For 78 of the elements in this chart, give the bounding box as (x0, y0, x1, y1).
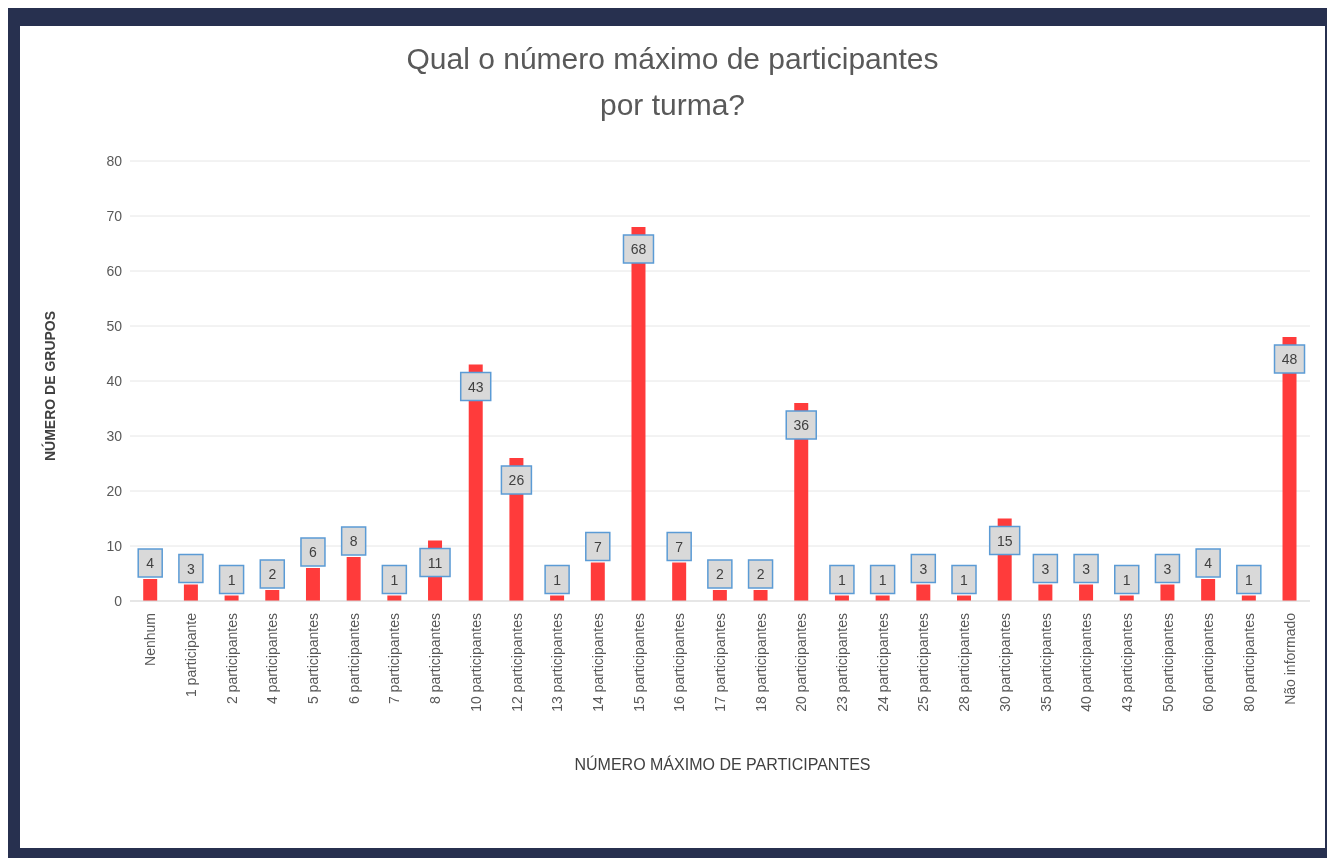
x-tick-label: 15 participantes (630, 613, 647, 712)
x-axis-title: NÚMERO MÁXIMO DE PARTICIPANTES (573, 756, 872, 774)
data-label: 3 (919, 560, 928, 577)
bar (1038, 584, 1053, 601)
y-tick-label: 50 (106, 317, 123, 334)
data-label: 2 (756, 566, 765, 582)
x-tick-label: 7 participantes (386, 613, 403, 705)
x-tick-label: 35 participantes (1037, 613, 1054, 712)
y-tick-label: 20 (106, 482, 123, 499)
x-tick-label: 23 participantes (834, 613, 851, 712)
data-label: 1 (878, 571, 887, 588)
data-label: 36 (793, 417, 810, 433)
data-label: 1 (390, 571, 399, 588)
x-tick-label: 17 participantes (712, 613, 728, 712)
x-tick-label: 50 participantes (1159, 613, 1176, 712)
x-tick-label: 16 participantes (671, 613, 688, 712)
data-label: 1 (227, 571, 236, 588)
data-label: 3 (1041, 560, 1050, 577)
x-tick-label: 10 participantes (467, 613, 484, 712)
data-label: 3 (1082, 560, 1091, 577)
y-tick-label: 10 (106, 537, 123, 554)
data-label: 2 (268, 566, 277, 582)
bar (753, 590, 768, 601)
x-tick-label: 6 participantes (345, 613, 362, 705)
x-tick-label: 4 participantes (264, 613, 281, 705)
data-label: 1 (838, 571, 847, 588)
data-label: 8 (349, 533, 358, 549)
bar (265, 590, 280, 601)
x-tick-label: 80 participantes (1240, 613, 1257, 712)
x-tick-label: 8 participantes (427, 613, 444, 705)
data-label: 7 (593, 538, 602, 555)
chart-title: Qual o número máximo de participantes por turma? (405, 41, 940, 123)
data-label: 1 (960, 571, 969, 588)
x-tick-label: 43 participantes (1118, 613, 1135, 712)
y-axis-title: NÚMERO DE GRUPOS (42, 310, 58, 462)
bar (916, 584, 931, 601)
bar (1079, 584, 1094, 601)
data-label: 1 (1122, 571, 1131, 588)
x-tick-label: Nenhum (142, 613, 159, 666)
x-tick-label: 18 participantes (752, 613, 769, 712)
x-tick-label: 20 participantes (793, 613, 810, 712)
x-tick-label: 12 participantes (508, 613, 525, 712)
data-label: 3 (187, 560, 195, 577)
data-label: 43 (467, 378, 484, 395)
x-tick-label: 5 participantes (305, 613, 322, 705)
data-label: 4 (146, 555, 155, 571)
y-tick-label: 80 (106, 152, 123, 169)
x-tick-label: 24 participantes (874, 613, 891, 712)
x-tick-label: 25 participantes (915, 613, 932, 712)
data-label: 11 (427, 554, 443, 571)
y-tick-label: 30 (106, 427, 123, 444)
data-label: 7 (675, 538, 684, 555)
x-tick-label: 30 participantes (996, 613, 1013, 712)
x-tick-label: Não informado (1281, 612, 1298, 705)
data-label: 1 (1244, 571, 1253, 588)
bar (1160, 584, 1175, 601)
data-label: 4 (1204, 555, 1213, 571)
x-tick-label: 2 participantes (223, 613, 240, 705)
y-tick-label: 70 (106, 207, 123, 224)
x-tick-label: 28 participantes (956, 613, 973, 712)
data-label: 15 (996, 532, 1013, 549)
data-label: 6 (309, 544, 318, 560)
data-label: 68 (630, 241, 647, 257)
data-label: 2 (715, 566, 724, 582)
y-tick-label: 40 (106, 372, 123, 389)
data-label: 1 (553, 571, 562, 588)
data-label: 26 (508, 472, 525, 488)
y-tick-label: 0 (114, 592, 123, 609)
x-tick-label: 60 participantes (1200, 613, 1217, 712)
data-label: 3 (1163, 560, 1172, 577)
x-tick-label: 14 participantes (589, 613, 606, 712)
x-tick-label: 1 participante (183, 612, 200, 698)
x-tick-label: 13 participantes (549, 613, 566, 712)
bar (183, 584, 198, 601)
x-tick-label: 40 participantes (1078, 613, 1095, 712)
bar (712, 590, 727, 601)
y-tick-label: 60 (106, 262, 123, 279)
data-label: 48 (1281, 351, 1298, 367)
